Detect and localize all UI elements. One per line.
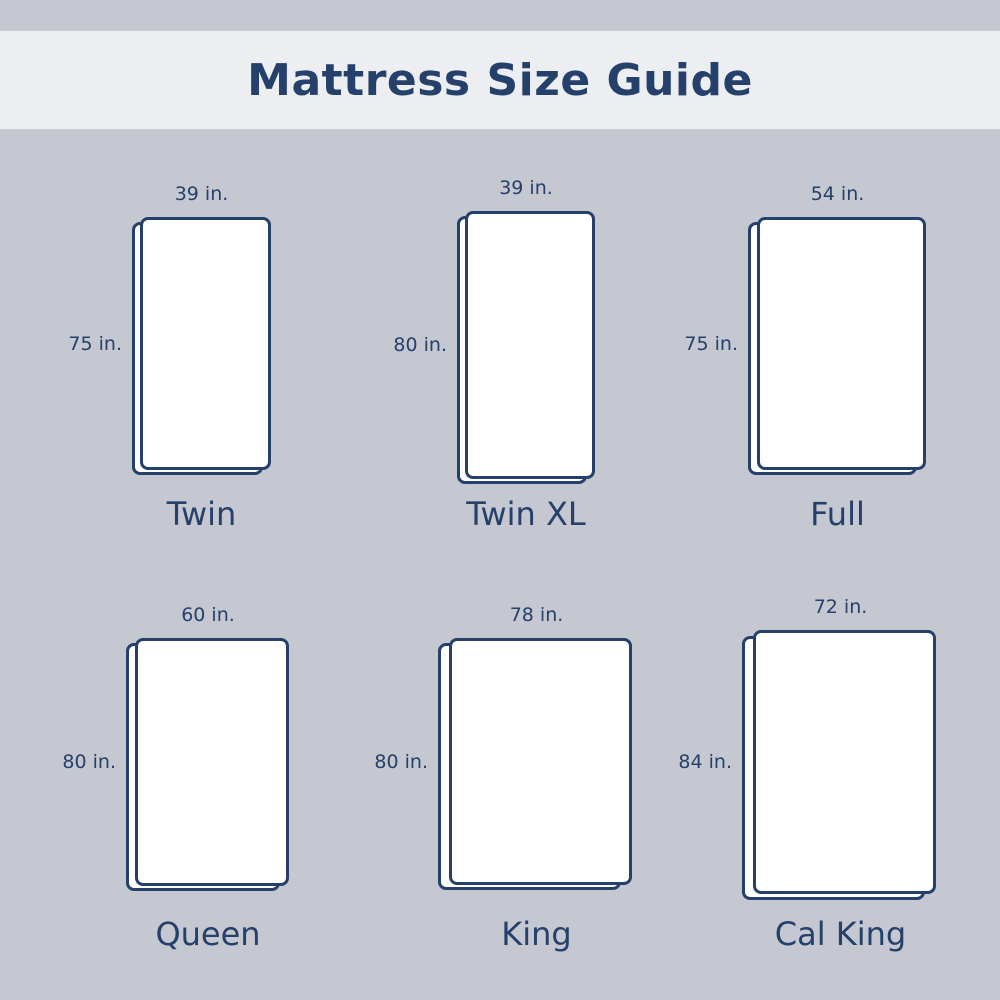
mattress-front-outline [140, 217, 271, 470]
length-label: 75 in. [68, 332, 122, 355]
width-label: 39 in. [174, 183, 229, 205]
mattress-front-outline [449, 638, 632, 885]
title-banner: Mattress Size Guide [0, 31, 1000, 129]
size-name: Twin XL [466, 495, 586, 533]
width-label: 54 in. [810, 183, 865, 205]
size-name: King [501, 915, 572, 953]
mattress-front-outline [135, 638, 289, 886]
size-name: Queen [155, 915, 261, 953]
size-name: Full [810, 495, 865, 533]
length-label: 80 in. [62, 751, 116, 773]
page-title: Mattress Size Guide [247, 54, 753, 106]
mattress-front-outline [753, 630, 936, 894]
width-label: 60 in. [181, 604, 235, 626]
width-label: 72 in. [813, 596, 868, 618]
length-label: 75 in. [684, 332, 738, 355]
width-label: 78 in. [509, 604, 564, 626]
length-label: 80 in. [393, 334, 447, 356]
mattress-front-outline [465, 211, 595, 479]
length-label: 80 in. [374, 750, 428, 773]
size-name: Twin [166, 495, 237, 533]
size-name: Cal King [774, 915, 907, 953]
length-label: 84 in. [678, 751, 732, 773]
width-label: 39 in. [499, 177, 553, 199]
mattress-front-outline [757, 217, 926, 470]
